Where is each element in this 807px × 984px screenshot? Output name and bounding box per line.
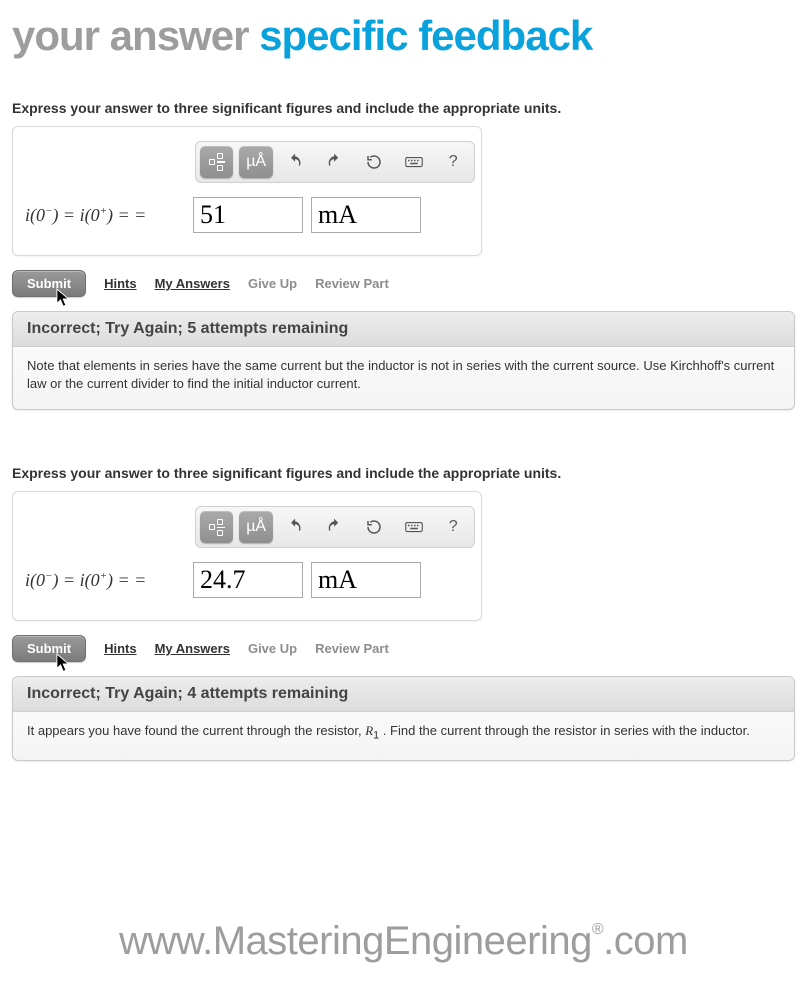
feedback-title: Incorrect; Try Again; 4 attempts remaini… <box>13 677 794 712</box>
reset-icon <box>365 518 383 536</box>
undo-button[interactable] <box>279 511 312 543</box>
keyboard-button[interactable] <box>397 511 430 543</box>
undo-icon <box>287 153 305 171</box>
my-answers-link[interactable]: My Answers <box>155 276 230 291</box>
action-bar: Submit Hints My Answers Give Up Review P… <box>12 270 795 297</box>
question-prompt: Express your answer to three significant… <box>12 100 795 116</box>
redo-icon <box>326 153 344 171</box>
keyboard-button[interactable] <box>397 146 430 178</box>
answer-panel: µÅ ? i(0−) = i(0+) = = <box>12 126 482 256</box>
fraction-icon <box>209 153 225 171</box>
keyboard-icon <box>405 518 423 536</box>
action-bar: Submit Hints My Answers Give Up Review P… <box>12 635 795 662</box>
my-answers-link[interactable]: My Answers <box>155 641 230 656</box>
submit-button[interactable]: Submit <box>12 635 86 662</box>
units-tool-button[interactable]: µÅ <box>239 146 272 178</box>
review-part-link[interactable]: Review Part <box>315 641 389 656</box>
undo-button[interactable] <box>279 146 312 178</box>
feedback-panel: Incorrect; Try Again; 4 attempts remaini… <box>12 676 795 761</box>
review-part-link[interactable]: Review Part <box>315 276 389 291</box>
keyboard-icon <box>405 153 423 171</box>
fraction-icon <box>209 519 225 537</box>
footer-brand1: Mastering <box>213 919 384 963</box>
units-tool-button[interactable]: µÅ <box>239 511 272 543</box>
give-up-link[interactable]: Give Up <box>248 641 297 656</box>
attempt-block: Express your answer to three significant… <box>12 100 795 410</box>
reset-button[interactable] <box>358 511 391 543</box>
equation-toolbar: µÅ ? <box>195 506 475 548</box>
answer-panel: µÅ ? i(0−) = i(0+) = = <box>12 491 482 621</box>
equation-label: i(0−) = i(0+) = = <box>25 570 185 591</box>
page-header: your answer specific feedback <box>12 12 807 60</box>
registered-icon: ® <box>592 921 603 938</box>
question-prompt: Express your answer to three significant… <box>12 465 795 481</box>
feedback-body: It appears you have found the current th… <box>13 712 794 760</box>
attempt-block: Express your answer to three significant… <box>12 465 795 761</box>
redo-button[interactable] <box>318 146 351 178</box>
give-up-link[interactable]: Give Up <box>248 276 297 291</box>
help-button[interactable]: ? <box>437 146 470 178</box>
unit-input[interactable] <box>311 197 421 233</box>
header-right: specific feedback <box>259 12 592 59</box>
hints-link[interactable]: Hints <box>104 276 137 291</box>
submit-button[interactable]: Submit <box>12 270 86 297</box>
footer-com: .com <box>603 919 688 963</box>
equation-toolbar: µÅ ? <box>195 141 475 183</box>
fraction-tool-button[interactable] <box>200 511 233 543</box>
feedback-panel: Incorrect; Try Again; 5 attempts remaini… <box>12 311 795 410</box>
reset-icon <box>365 153 383 171</box>
redo-icon <box>326 518 344 536</box>
unit-input[interactable] <box>311 562 421 598</box>
feedback-body: Note that elements in series have the sa… <box>13 347 794 409</box>
fraction-tool-button[interactable] <box>200 146 233 178</box>
footer-brand: www.MasteringEngineering®.com <box>0 919 807 964</box>
footer-www: www. <box>119 919 213 963</box>
value-input[interactable] <box>193 562 303 598</box>
equation-label: i(0−) = i(0+) = = <box>25 205 185 226</box>
redo-button[interactable] <box>318 511 351 543</box>
help-button[interactable]: ? <box>437 511 470 543</box>
feedback-title: Incorrect; Try Again; 5 attempts remaini… <box>13 312 794 347</box>
header-left: your answer <box>12 12 248 59</box>
value-input[interactable] <box>193 197 303 233</box>
hints-link[interactable]: Hints <box>104 641 137 656</box>
footer-brand2: Engineering <box>384 919 592 963</box>
reset-button[interactable] <box>358 146 391 178</box>
undo-icon <box>287 518 305 536</box>
